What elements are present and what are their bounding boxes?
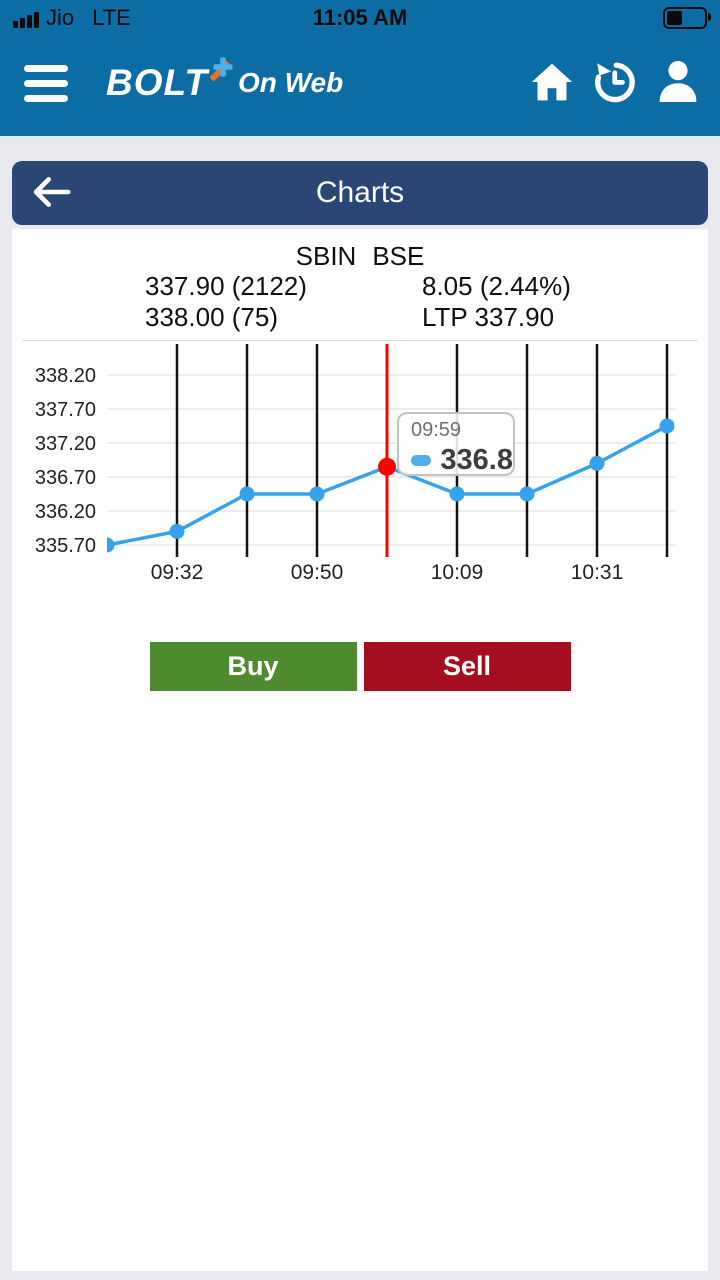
buy-button[interactable]: Buy	[149, 642, 357, 691]
svg-text:336.70: 336.70	[35, 467, 96, 489]
stock-symbol: SBIN	[295, 241, 357, 271]
app-header: BOLT On Web	[0, 36, 720, 136]
price-chart-svg[interactable]: 338.20 337.70 337.20 336.70 336.20 335.70 09:3…	[12, 341, 708, 593]
history-icon[interactable]	[591, 59, 637, 108]
svg-text:335.70: 335.70	[35, 535, 96, 557]
svg-text:337.20: 337.20	[35, 433, 96, 455]
bid-price-qty: 337.90 (2122)	[145, 271, 307, 301]
logo-onweb-text: On Web	[237, 67, 344, 98]
top-blue-zone: Jio LTE 11:05 AM BOLT On Web	[0, 0, 720, 136]
ltp-value: LTP 337.90	[422, 302, 555, 332]
header-icons	[530, 58, 702, 109]
app-logo: BOLT On Web	[106, 57, 344, 104]
logo-bolt-text: BOLT	[106, 62, 208, 103]
tooltip-time: 09:59	[411, 419, 462, 441]
price-chart[interactable]: 338.20 337.70 337.20 336.70 336.20 335.70 09:3…	[12, 341, 708, 593]
svg-text:09:32: 09:32	[151, 561, 204, 584]
network-label: LTE	[92, 5, 131, 30]
svg-text:337.70: 337.70	[35, 399, 96, 421]
action-buttons: Buy Sell	[12, 642, 708, 691]
svg-text:336.20: 336.20	[35, 501, 96, 523]
stock-exchange: BSE	[372, 241, 425, 271]
charts-nav-bar: Charts	[12, 161, 708, 225]
stock-info-row-2: 338.00 (75) LTP 337.90	[12, 302, 708, 333]
profile-icon[interactable]	[654, 58, 702, 109]
page-title: Charts	[315, 176, 405, 209]
stock-info-row-1: 337.90 (2122) 8.05 (2.44%)	[12, 271, 708, 302]
divider	[22, 340, 698, 341]
back-arrow-icon[interactable]	[28, 173, 74, 214]
signal-bars-icon	[13, 11, 39, 28]
chart-card: SBIN BSE 337.90 (2122) 8.05 (2.44%) 338.0…	[12, 229, 708, 1271]
carrier-label: Jio	[46, 5, 75, 30]
sell-button[interactable]: Sell	[363, 642, 571, 691]
ask-price-qty: 338.00 (75)	[145, 302, 278, 332]
chart-tooltip: 09:59 336.8	[397, 412, 515, 476]
battery-icon	[663, 7, 711, 29]
menu-icon[interactable]	[24, 64, 68, 102]
price-change: 8.05 (2.44%)	[422, 271, 571, 301]
svg-text:10:31: 10:31	[571, 561, 624, 584]
tooltip-series-swatch	[411, 455, 432, 466]
home-icon[interactable]	[530, 61, 574, 106]
stock-title: SBIN BSE	[12, 229, 708, 271]
bolt-plus-icon	[204, 55, 236, 92]
svg-text:10:09: 10:09	[431, 561, 484, 584]
tooltip-value: 336.8	[440, 444, 513, 476]
svg-text:338.20: 338.20	[35, 365, 96, 387]
status-bar: Jio LTE 11:05 AM	[0, 0, 720, 36]
svg-text:09:50: 09:50	[291, 561, 344, 584]
